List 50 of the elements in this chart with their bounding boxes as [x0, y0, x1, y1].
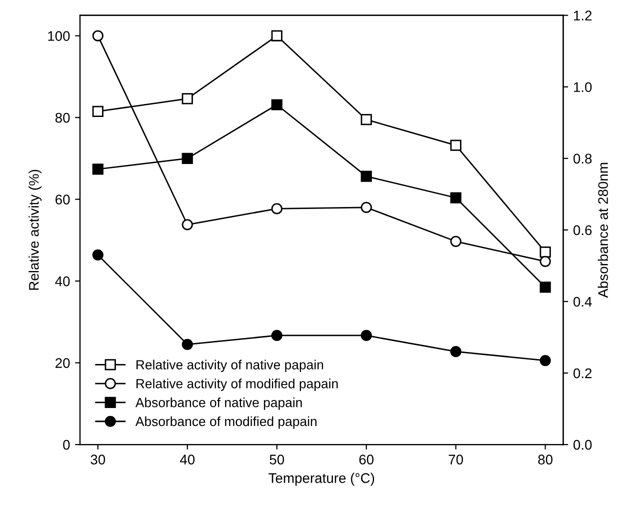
- point: [450, 236, 462, 247]
- y-tick-label: 100: [48, 31, 70, 41]
- y2-axis-title: Absorbance at 280nm: [598, 162, 608, 298]
- x-tick-label: 70: [448, 454, 464, 464]
- point: [271, 30, 282, 42]
- point: [271, 203, 282, 214]
- y2-tick-label: 0.6: [573, 225, 592, 236]
- y2-tick-label: 1.0: [574, 82, 592, 92]
- point: [182, 93, 193, 104]
- point: [450, 346, 462, 358]
- legend-label: Absorbance of native papain: [135, 398, 302, 410]
- x-tick-label: 60: [359, 454, 374, 464]
- x-tick-label: 50: [270, 454, 284, 464]
- point: [540, 256, 551, 267]
- point: [92, 106, 104, 117]
- point: [450, 140, 462, 151]
- point: [92, 164, 104, 175]
- point: [182, 219, 193, 230]
- y-tick-label: 80: [55, 112, 70, 123]
- point: [360, 202, 372, 214]
- x-axis-title: Temperature (°C): [268, 472, 374, 486]
- y-tick-label: 60: [56, 194, 70, 204]
- y2-tick-label: 1.2: [574, 10, 592, 20]
- point: [360, 114, 372, 126]
- legend-label: Relative activity of modified papain: [136, 378, 338, 391]
- point: [450, 192, 462, 204]
- point: [360, 330, 372, 342]
- point: [540, 246, 551, 258]
- y-tick-label: 40: [55, 276, 70, 286]
- y-axis-title: Relative activity (%): [28, 170, 42, 290]
- point: [182, 152, 193, 164]
- x-tick-label: 30: [90, 454, 106, 464]
- y-tick-label: 20: [56, 358, 70, 368]
- y2-tick-label: 0.4: [573, 296, 592, 307]
- point: [271, 99, 282, 110]
- y2-tick-label: 0.8: [573, 154, 592, 164]
- x-tick-label: 80: [538, 454, 552, 464]
- point: [92, 30, 104, 42]
- y-tick-label: 0: [63, 440, 70, 450]
- point: [182, 338, 193, 350]
- y2-tick-label: 0.0: [573, 440, 592, 450]
- y2-tick-label: 0.2: [573, 368, 592, 378]
- legend-label: Absorbance of modified papain: [135, 416, 316, 429]
- point: [271, 330, 282, 342]
- point: [540, 282, 551, 293]
- point: [360, 170, 372, 182]
- point: [92, 249, 104, 261]
- point: [540, 354, 551, 366]
- legend-label: Relative activity of native papain: [136, 360, 324, 372]
- x-tick-label: 40: [180, 454, 195, 464]
